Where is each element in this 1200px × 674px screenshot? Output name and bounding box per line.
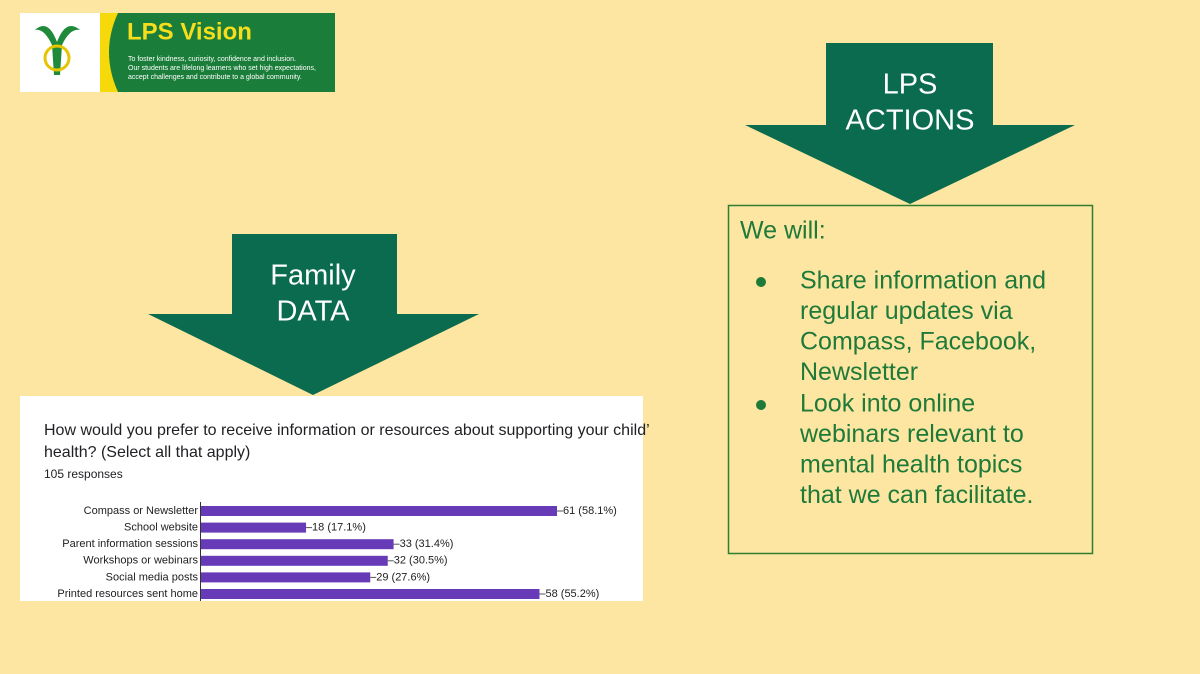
action-line: Compass, Facebook, bbox=[800, 328, 1036, 356]
category-label: Compass or Newsletter bbox=[84, 505, 199, 517]
actions-heading: We will: bbox=[740, 217, 826, 245]
action-line: regular updates via bbox=[800, 297, 1013, 325]
arrow-label: DATA bbox=[276, 296, 350, 328]
chart-panel bbox=[20, 396, 643, 601]
arrow bbox=[745, 43, 1075, 204]
bar bbox=[201, 506, 557, 516]
banner-stripe bbox=[95, 13, 118, 92]
bullet bbox=[756, 277, 766, 287]
arrow-label: ACTIONS bbox=[846, 105, 975, 137]
action-line: mental health topics bbox=[800, 451, 1022, 479]
category-label: Printed resources sent home bbox=[57, 588, 198, 600]
value-label: 29 (27.6%) bbox=[376, 571, 430, 583]
banner-title: LPS Vision bbox=[127, 18, 252, 45]
action-line: Share information and bbox=[800, 267, 1046, 295]
banner-line: To foster kindness, curiosity, confidenc… bbox=[128, 56, 296, 63]
arrow-label: LPS bbox=[883, 69, 938, 101]
chart-subtitle: 105 responses bbox=[44, 467, 123, 481]
category-label: School website bbox=[124, 522, 198, 534]
bar bbox=[201, 572, 371, 583]
bar bbox=[201, 555, 388, 566]
action-line: Look into online bbox=[800, 390, 975, 418]
bar bbox=[201, 589, 540, 599]
category-label: Workshops or webinars bbox=[83, 555, 198, 567]
category-label: Social media posts bbox=[106, 571, 199, 583]
action-line: Newsletter bbox=[800, 358, 918, 386]
value-label: 32 (30.5%) bbox=[394, 555, 448, 567]
bar bbox=[201, 522, 307, 533]
category-label: Parent information sessions bbox=[62, 538, 198, 550]
value-label: 18 (17.1%) bbox=[312, 522, 366, 534]
chart-title: How would you prefer to receive informat… bbox=[44, 422, 650, 439]
logo-ring bbox=[43, 44, 71, 72]
value-label: 61 (58.1%) bbox=[563, 505, 617, 517]
value-label: 33 (31.4%) bbox=[400, 538, 454, 550]
arrow-label: Family bbox=[270, 260, 356, 292]
chart-title: health? (Select all that apply) bbox=[44, 444, 250, 461]
value-label: 58 (55.2%) bbox=[545, 588, 599, 600]
arrow bbox=[148, 234, 479, 395]
bar bbox=[201, 539, 394, 550]
action-line: webinars relevant to bbox=[799, 420, 1024, 448]
banner-line: Our students are lifelong learners who s… bbox=[128, 65, 316, 72]
bullet bbox=[756, 400, 766, 410]
banner-line: accept challenges and contribute to a gl… bbox=[128, 74, 302, 81]
logo bbox=[35, 26, 80, 75]
action-line: that we can facilitate. bbox=[800, 481, 1033, 509]
actions-box bbox=[727, 204, 1094, 555]
bars: Compass or Newsletter 61 (58.1%) School we… bbox=[57, 505, 616, 600]
